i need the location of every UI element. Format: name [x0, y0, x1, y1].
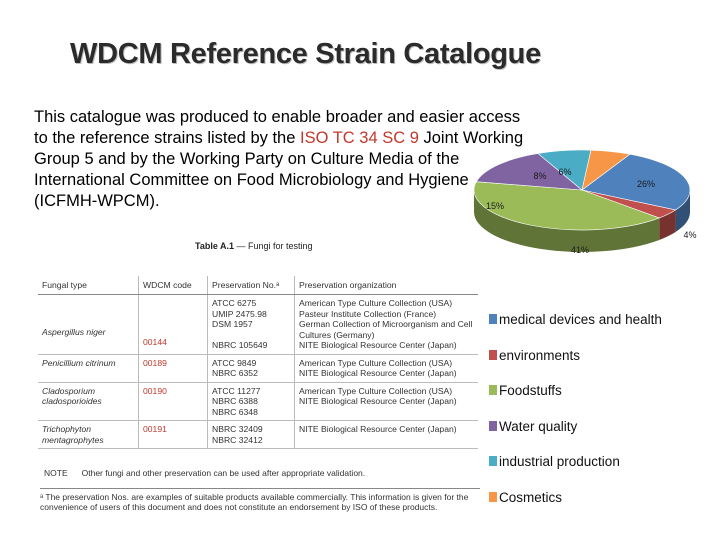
wdcm-code-cell: 00190	[138, 382, 208, 421]
pie-data-label: 6%	[558, 167, 571, 177]
pie-data-label: 8%	[533, 171, 546, 181]
wdcm-code-cell: 00191	[138, 420, 208, 449]
header-wdcm-code: WDCM code	[138, 276, 208, 295]
pie-data-label: 26%	[637, 179, 655, 189]
pie-data-label: 4%	[683, 230, 696, 240]
preservation-no: ATCC 6275	[212, 298, 257, 308]
preservation-org-cell: American Type Culture Collection (USA) NI…	[294, 382, 478, 421]
legend-label: Foodstuffs	[499, 383, 562, 398]
legend-swatch	[489, 456, 497, 466]
pie-chart: 26% 4% 41% 15% 8% 6%	[473, 150, 697, 255]
preservation-org: NITE Biological Resource Center (Japan)	[299, 340, 457, 350]
legend-label: Cosmetics	[499, 489, 563, 505]
preservation-no: NBRC 6352	[212, 368, 258, 378]
page-title: WDCM Reference Strain Catalogue	[70, 38, 541, 70]
table-header-row: Fungal type WDCM code Preservation No.ᵃ …	[38, 276, 478, 295]
preservation-no-cell: ATCC 11277 NBRC 6388 NBRC 6348	[207, 382, 295, 421]
fungal-type-cell: Penicillium citrinum	[38, 354, 139, 383]
pie-data-label: 15%	[486, 201, 504, 211]
preservation-org: Pasteur Institute Collection (France)	[299, 308, 437, 319]
legend-swatch	[489, 314, 497, 324]
preservation-no: NBRC 105649	[212, 339, 268, 350]
preservation-no: NBRC 32409	[212, 424, 263, 434]
table-footnote: ᵃ The preservation Nos. are examples of …	[40, 488, 480, 512]
preservation-no-cell: ATCC 6275 UMIP 2475.98 DSM 1957 NBRC 105649	[207, 294, 295, 355]
fungal-type-cell: Aspergillus niger	[38, 294, 139, 355]
preservation-no-cell: ATCC 9849 NBRC 6352	[207, 354, 295, 383]
intro-text-1: This catalogue was produced to enable br…	[34, 108, 521, 147]
note-key: NOTE	[44, 468, 68, 478]
fungal-type-cell: Cladosporium cladosporioides	[38, 382, 139, 421]
fungal-type-cell: Trichophyton mentagrophytes	[38, 420, 139, 449]
intro-highlight: ISO TC 34 SC 9	[299, 129, 419, 147]
table-caption: Table A.1 — Fungi for testing	[195, 241, 313, 251]
legend-swatch	[489, 420, 497, 431]
table-note: NOTE Other fungi and other preservation c…	[44, 468, 365, 478]
table-row: Trichophyton mentagrophytes 00191 NBRC 324…	[38, 420, 478, 449]
preservation-org-cell: American Type Culture Collection (USA) NI…	[294, 354, 478, 383]
fungi-table: Fungal type WDCM code Preservation No.ᵃ …	[38, 276, 478, 449]
preservation-org: American Type Culture Collection (USA)	[299, 298, 453, 308]
preservation-no: NBRC 6348	[212, 406, 258, 417]
legend-swatch	[489, 349, 497, 360]
table-row: Penicillium citrinum 00189 ATCC 9849 NBRC 6…	[38, 354, 478, 383]
preservation-no: ATCC 11277	[212, 385, 261, 396]
pie-slice	[473, 181, 661, 231]
preservation-org: German Collection of Microorganism and C…	[299, 319, 473, 340]
pie-slice-side	[659, 209, 676, 240]
preservation-org: NITE Biological Resource Center (Japan)	[299, 396, 457, 406]
preservation-no-cell: NBRC 32409 NBRC 32412	[207, 420, 295, 449]
intro-paragraph: This catalogue was produced to enable br…	[34, 107, 534, 212]
preservation-org: American Type Culture Collection (USA)	[299, 357, 453, 368]
preservation-org: NITE Biological Resource Center (Japan)	[299, 424, 457, 434]
table-row: Aspergillus niger 00144 ATCC 6275 UMIP 2475…	[38, 294, 478, 355]
preservation-no: UMIP 2475.98	[212, 308, 267, 319]
table-caption-text: — Fungi for testing	[234, 241, 313, 251]
legend-swatch	[489, 491, 497, 502]
preservation-no: NBRC 32412	[212, 434, 263, 445]
table-row: Cladosporium cladosporioides 00190 ATCC 11…	[38, 382, 478, 421]
table-caption-number: Table A.1	[195, 241, 235, 251]
pie-data-label: 41%	[571, 245, 589, 255]
legend-label: medical devices and health	[499, 312, 662, 327]
preservation-no: NBRC 6388	[212, 396, 258, 406]
header-fungal-type: Fungal type	[38, 276, 139, 295]
legend-swatch	[489, 385, 497, 395]
preservation-org: NITE Biological Resource Center (Japan)	[299, 368, 457, 378]
wdcm-code-cell: 00189	[138, 354, 208, 383]
pie-slice-side	[474, 190, 660, 252]
pie-slice	[581, 150, 631, 191]
intro-text-2: Joint Working Group 5 and by the Working…	[34, 129, 524, 210]
legend-label: environments	[499, 347, 581, 363]
legend-label: Water quality	[499, 418, 578, 434]
preservation-org-cell: American Type Culture Collection (USA) Pa…	[294, 294, 478, 355]
wdcm-code-cell: 00144	[138, 294, 208, 355]
preservation-no: DSM 1957	[212, 319, 253, 329]
pie-slice	[475, 153, 583, 191]
preservation-no: ATCC 9849	[212, 357, 257, 368]
note-text: Other fungi and other preservation can b…	[81, 468, 366, 478]
pie-slice	[581, 153, 691, 211]
header-preservation-org: Preservation organization	[294, 276, 478, 295]
preservation-org: American Type Culture Collection (USA)	[299, 385, 453, 396]
header-preservation-no: Preservation No.ᵃ	[207, 276, 295, 295]
legend-label: industrial production	[499, 454, 620, 469]
preservation-org-cell: NITE Biological Resource Center (Japan)	[294, 420, 478, 449]
